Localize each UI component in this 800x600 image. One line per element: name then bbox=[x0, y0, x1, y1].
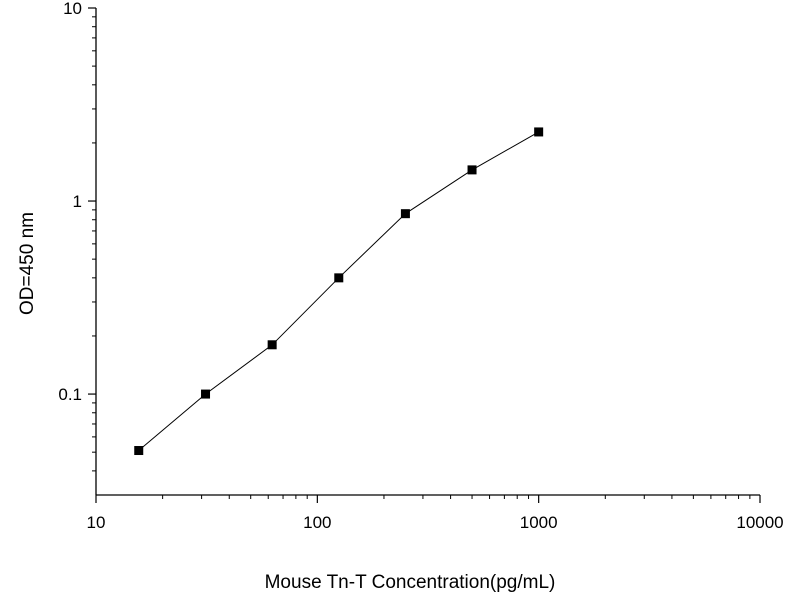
data-point-marker bbox=[467, 165, 477, 175]
data-point-marker bbox=[400, 209, 410, 219]
y-tick-label: 10 bbox=[63, 0, 82, 18]
data-point-marker bbox=[134, 446, 144, 456]
x-tick-label: 10000 bbox=[736, 513, 783, 532]
ticks: 10 100 1000 10000 0.1 1 10 bbox=[58, 0, 783, 532]
x-tick-label: 100 bbox=[303, 513, 331, 532]
data-point-marker bbox=[534, 127, 544, 137]
data-point-marker bbox=[334, 273, 344, 283]
x-tick-label: 1000 bbox=[520, 513, 558, 532]
y-axis-title: OD=450 nm bbox=[17, 212, 38, 315]
y-tick-label: 1 bbox=[73, 192, 82, 211]
data-point-marker bbox=[201, 389, 211, 399]
series-layer bbox=[134, 127, 544, 456]
series-line bbox=[138, 131, 539, 451]
axes bbox=[95, 8, 760, 496]
y-tick-label: 0.1 bbox=[58, 385, 82, 404]
data-point-marker bbox=[267, 340, 277, 350]
x-tick-label: 10 bbox=[87, 513, 106, 532]
x-axis-title: Mouse Tn-T Concentration(pg/mL) bbox=[265, 572, 556, 593]
